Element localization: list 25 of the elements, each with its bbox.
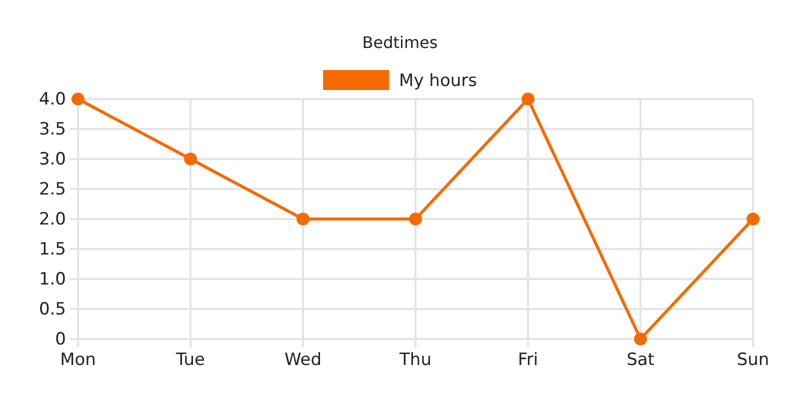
chart-title: Bedtimes (362, 33, 438, 52)
y-tick-label: 1.5 (38, 239, 66, 260)
y-tick-label: 0 (55, 329, 66, 350)
point (409, 212, 422, 226)
x-tick-label: Tue (174, 350, 206, 370)
x-tick-label: Fri (518, 350, 538, 370)
point (296, 212, 310, 226)
x-tick-label: Sun (736, 350, 770, 370)
y-tick-label: 2.5 (38, 179, 66, 200)
x-tick-label: Wed (284, 350, 322, 370)
point (72, 92, 84, 106)
legend-label: My hours (399, 71, 478, 91)
x-tick-label: Sat (626, 350, 655, 370)
y-tick-label: 1.0 (38, 269, 66, 290)
y-tick-label: 0.5 (38, 299, 66, 320)
point (522, 92, 534, 106)
y-tick-label: 4.0 (38, 89, 66, 110)
x-tick-label: Mon (60, 350, 96, 370)
point (634, 332, 647, 346)
point (184, 152, 197, 166)
y-tick-label: 3.5 (38, 119, 66, 140)
y-tick-label: 3.0 (38, 149, 66, 170)
y-tick-label: 2.0 (38, 209, 66, 230)
point (746, 212, 760, 226)
x-tick-label: Thu (398, 350, 432, 370)
